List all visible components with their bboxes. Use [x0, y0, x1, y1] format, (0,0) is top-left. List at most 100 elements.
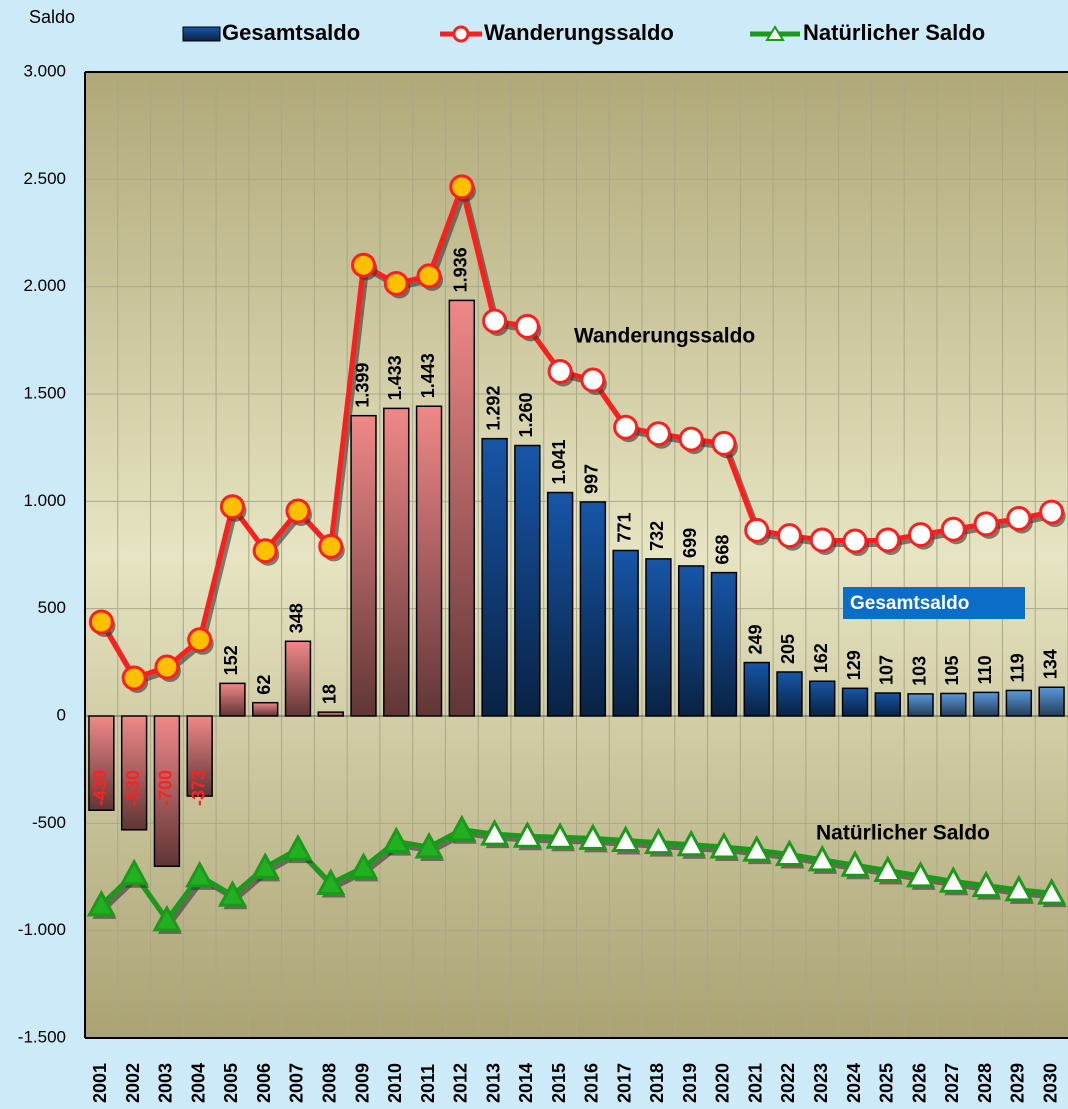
data-label: 732	[647, 521, 667, 551]
marker	[744, 517, 770, 543]
data-label: 1.292	[483, 386, 503, 431]
y-tick-label: -500	[32, 813, 66, 832]
y-tick-label: -1.500	[18, 1027, 66, 1046]
data-label: 119	[1008, 653, 1028, 682]
marker	[676, 829, 706, 857]
x-tick-label: 2017	[614, 1063, 634, 1103]
marker	[678, 426, 704, 452]
marker	[709, 831, 739, 859]
data-label: 129	[844, 650, 864, 680]
marker	[250, 852, 280, 879]
y-tick-label: 500	[38, 598, 66, 617]
bar	[1005, 689, 1033, 717]
annotation: Natürlicher Saldo	[816, 822, 990, 845]
marker	[711, 430, 737, 456]
y-tick-label: 2.500	[23, 169, 66, 188]
y-tick-label: 3.000	[23, 61, 66, 80]
marker	[383, 270, 409, 296]
x-tick-label: 2001	[90, 1063, 110, 1103]
bar	[153, 715, 181, 868]
marker	[318, 533, 344, 559]
data-label: -700	[156, 770, 176, 806]
bar	[710, 571, 738, 717]
x-tick-label: 2004	[188, 1063, 208, 1103]
data-label: 205	[778, 634, 798, 664]
bar	[284, 640, 312, 717]
marker	[1006, 506, 1032, 532]
data-label: 699	[680, 528, 700, 558]
x-tick-label: 2012	[451, 1063, 471, 1103]
bar	[809, 680, 836, 717]
data-label: 103	[909, 656, 929, 686]
marker	[252, 538, 278, 564]
bar	[415, 405, 443, 717]
marker	[285, 498, 311, 524]
marker	[613, 414, 639, 440]
bar	[383, 407, 410, 717]
data-label: -530	[123, 770, 143, 806]
x-tick-label: 2027	[942, 1063, 962, 1103]
x-tick-label: 2029	[1008, 1063, 1028, 1103]
marker	[1039, 499, 1065, 525]
marker	[154, 654, 180, 680]
data-label: 1.433	[385, 355, 405, 400]
annotation: Wanderungssaldo	[574, 325, 755, 348]
x-tick-label: 2021	[745, 1063, 765, 1103]
marker	[840, 850, 870, 877]
x-tick-label: 2003	[156, 1063, 176, 1103]
data-label: 1.041	[549, 439, 569, 484]
y-tick-label: -1.000	[18, 920, 66, 939]
marker	[316, 868, 346, 895]
data-label: 771	[614, 512, 634, 542]
bar	[940, 692, 967, 717]
x-tick-label: 2022	[778, 1063, 798, 1103]
data-label: 162	[811, 643, 831, 673]
bar	[546, 491, 574, 717]
x-tick-label: 2028	[975, 1063, 995, 1103]
marker	[152, 904, 182, 932]
bar	[252, 701, 279, 717]
bar	[219, 682, 246, 717]
annotation: Gesamtsaldo	[850, 593, 969, 614]
bar	[841, 687, 869, 717]
bar	[350, 414, 377, 717]
x-tick-label: 2020	[713, 1063, 733, 1103]
marker	[1037, 877, 1067, 905]
marker	[351, 252, 377, 278]
x-tick-label: 2009	[352, 1063, 372, 1103]
data-label: 152	[221, 645, 241, 675]
x-tick-label: 2016	[582, 1063, 602, 1103]
data-label: 348	[287, 603, 307, 633]
marker	[185, 860, 215, 888]
marker	[545, 822, 575, 849]
marker	[776, 523, 802, 549]
bar	[1038, 686, 1065, 717]
marker	[121, 665, 147, 691]
data-label: 249	[745, 625, 765, 655]
x-tick-label: 2015	[549, 1063, 569, 1103]
bar	[972, 691, 1000, 717]
bar	[645, 558, 672, 717]
marker	[873, 855, 903, 883]
data-label: 110	[975, 655, 995, 684]
data-label: 134	[1040, 649, 1060, 679]
x-tick-label: 2008	[320, 1063, 340, 1103]
annotation-box	[843, 587, 1025, 619]
y-tick-label: 1.000	[23, 491, 66, 510]
marker	[807, 844, 837, 872]
legend-label: Natürlicher Saldo	[803, 20, 985, 45]
marker	[449, 174, 475, 200]
x-tick-label: 2010	[385, 1063, 405, 1103]
marker	[645, 421, 671, 447]
y-tick-label: 2.000	[23, 276, 66, 295]
data-label: 668	[713, 535, 733, 565]
marker	[119, 858, 149, 886]
marker	[217, 880, 247, 907]
data-label: 62	[254, 675, 274, 695]
marker	[480, 818, 510, 846]
bar	[874, 692, 901, 717]
bar	[514, 444, 541, 717]
marker	[908, 522, 934, 548]
marker	[906, 860, 936, 888]
